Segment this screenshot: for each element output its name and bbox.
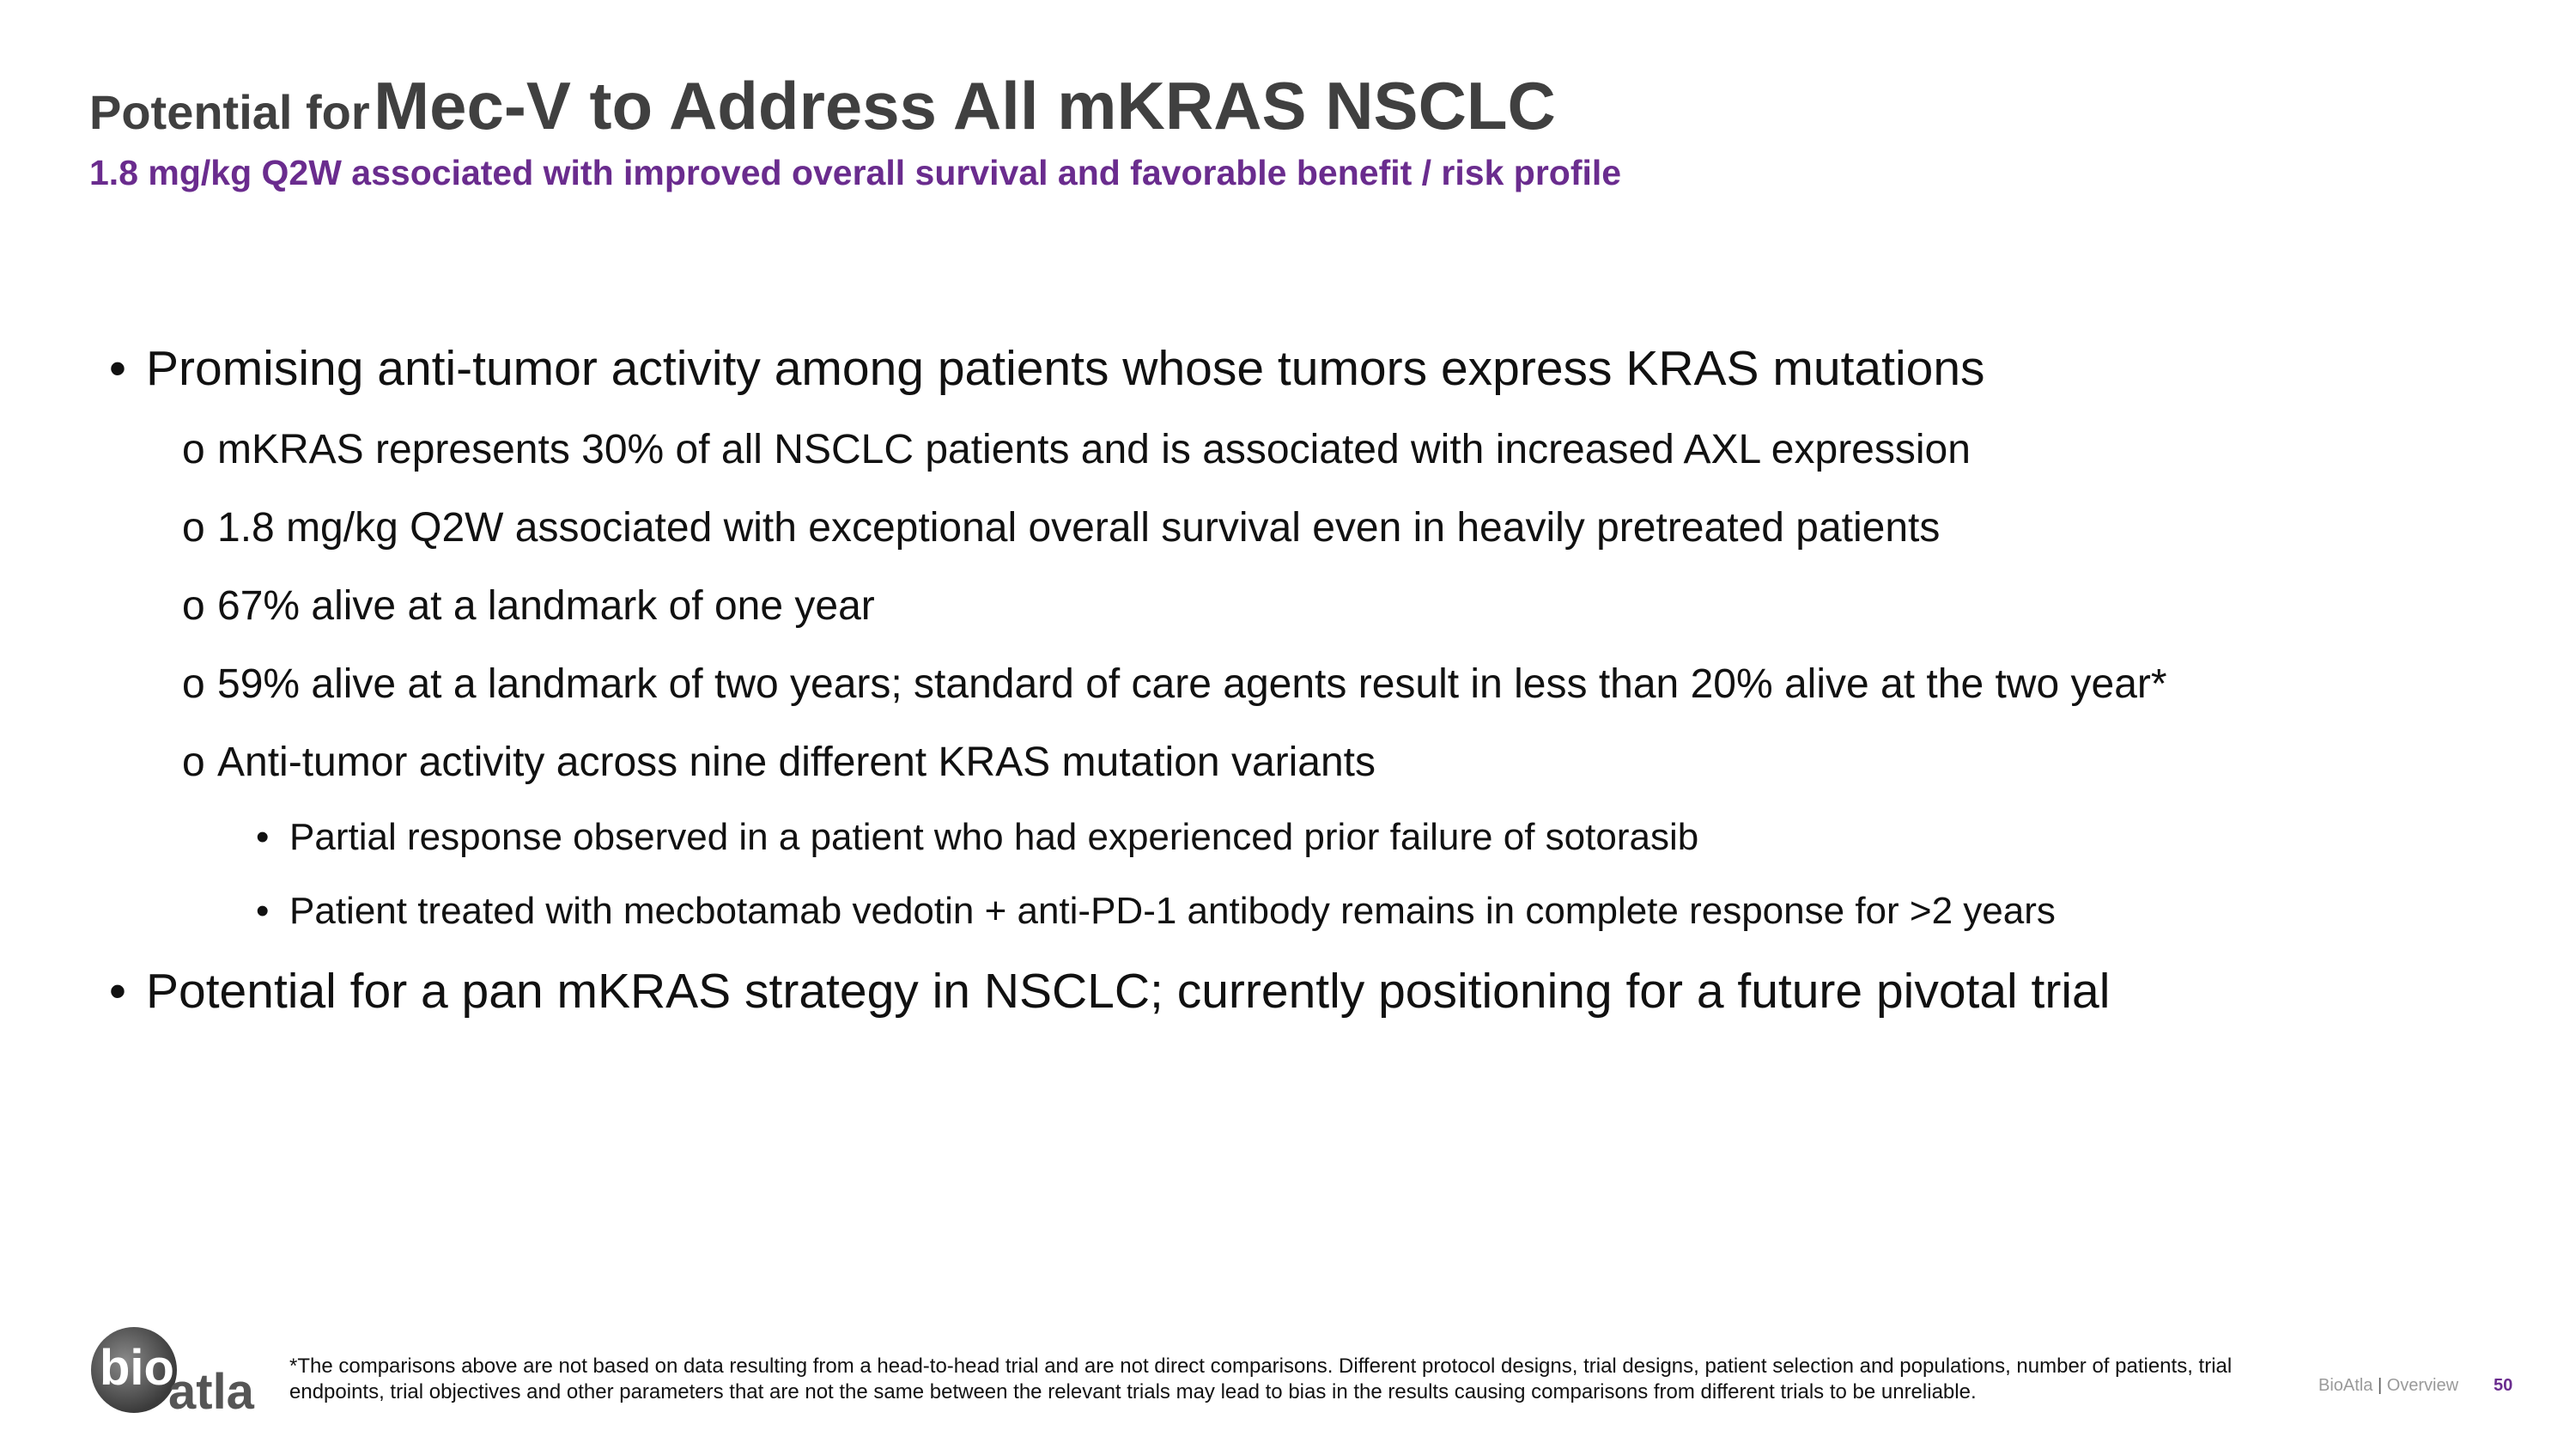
bullet-icon: • bbox=[109, 341, 126, 396]
bullet-text-level-1: Promising anti-tumor activity among pati… bbox=[146, 341, 1985, 396]
circle-bullet-icon: o bbox=[182, 583, 205, 629]
page-number: 50 bbox=[2494, 1376, 2513, 1395]
bullet-text-level-2: 1.8 mg/kg Q2W associated with exceptiona… bbox=[217, 505, 1941, 551]
bullet-icon: • bbox=[256, 816, 270, 858]
bullet-text-level-2: mKRAS represents 30% of all NSCLC patien… bbox=[217, 427, 1971, 472]
bullet-text-level-2: 67% alive at a landmark of one year bbox=[217, 583, 875, 629]
footnote: *The comparisons above are not based on … bbox=[289, 1355, 2233, 1403]
footer-section: Overview bbox=[2386, 1376, 2459, 1395]
bullet-text-level-3: Patient treated with mecbotamab vedotin … bbox=[289, 890, 2056, 932]
slide-subtitle: 1.8 mg/kg Q2W associated with improved o… bbox=[89, 153, 1622, 192]
footer-company: BioAtla bbox=[2318, 1376, 2373, 1395]
bullet-text-level-3: Partial response observed in a patient w… bbox=[289, 816, 1699, 858]
bullet-icon: • bbox=[109, 964, 126, 1019]
footer-separator: | bbox=[2377, 1376, 2383, 1395]
circle-bullet-icon: o bbox=[182, 740, 205, 785]
bioatla-logo: bio atla bbox=[91, 1327, 255, 1417]
svg-text:bio: bio bbox=[100, 1340, 174, 1396]
slide-title: Potential for Mec-V to Address All mKRAS… bbox=[89, 67, 1556, 145]
bullet-icon: • bbox=[256, 890, 270, 932]
circle-bullet-icon: o bbox=[182, 505, 205, 551]
circle-bullet-icon: o bbox=[182, 661, 205, 707]
circle-bullet-icon: o bbox=[182, 427, 205, 472]
title-prefix: Potential for bbox=[89, 85, 370, 139]
bullet-text-level-1: Potential for a pan mKRAS strategy in NS… bbox=[146, 964, 2111, 1019]
title-main: Mec-V to Address All mKRAS NSCLC bbox=[374, 68, 1556, 143]
svg-text:atla: atla bbox=[168, 1364, 255, 1417]
footer-label: BioAtla | Overview bbox=[2318, 1376, 2458, 1396]
bullet-text-level-2: 59% alive at a landmark of two years; st… bbox=[217, 661, 2167, 707]
bullet-text-level-2: Anti-tumor activity across nine differen… bbox=[217, 740, 1376, 785]
